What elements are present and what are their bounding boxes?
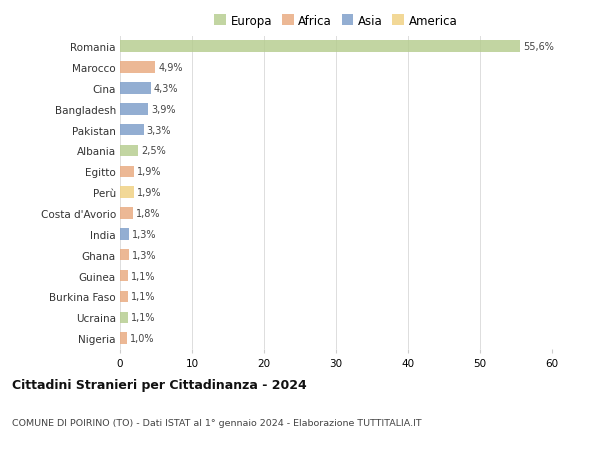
Text: 1,9%: 1,9% [137, 188, 161, 198]
Text: 4,9%: 4,9% [158, 63, 182, 73]
Text: 2,5%: 2,5% [141, 146, 166, 156]
Bar [120, 146, 138, 157]
Bar [120, 125, 144, 136]
Bar [120, 291, 128, 302]
Text: 1,3%: 1,3% [132, 230, 157, 240]
Text: 4,3%: 4,3% [154, 84, 178, 94]
Text: 1,1%: 1,1% [131, 313, 155, 323]
Text: 3,3%: 3,3% [146, 125, 171, 135]
Bar [120, 166, 134, 178]
Text: 1,9%: 1,9% [137, 167, 161, 177]
Text: 1,0%: 1,0% [130, 333, 155, 343]
Text: Cittadini Stranieri per Cittadinanza - 2024: Cittadini Stranieri per Cittadinanza - 2… [12, 379, 307, 392]
Text: COMUNE DI POIRINO (TO) - Dati ISTAT al 1° gennaio 2024 - Elaborazione TUTTITALIA: COMUNE DI POIRINO (TO) - Dati ISTAT al 1… [12, 418, 422, 427]
Bar [120, 62, 155, 73]
Text: 1,1%: 1,1% [131, 292, 155, 302]
Text: 1,3%: 1,3% [132, 250, 157, 260]
Bar [120, 41, 520, 53]
Bar [120, 229, 130, 240]
Text: 1,1%: 1,1% [131, 271, 155, 281]
Bar [120, 333, 127, 344]
Bar [120, 250, 130, 261]
Text: 1,8%: 1,8% [136, 208, 160, 218]
Text: 3,9%: 3,9% [151, 105, 175, 115]
Bar [120, 312, 128, 323]
Legend: Europa, Africa, Asia, America: Europa, Africa, Asia, America [214, 15, 458, 28]
Bar [120, 208, 133, 219]
Bar [120, 104, 148, 115]
Text: 55,6%: 55,6% [523, 42, 554, 52]
Bar [120, 83, 151, 95]
Bar [120, 270, 128, 282]
Bar [120, 187, 134, 198]
